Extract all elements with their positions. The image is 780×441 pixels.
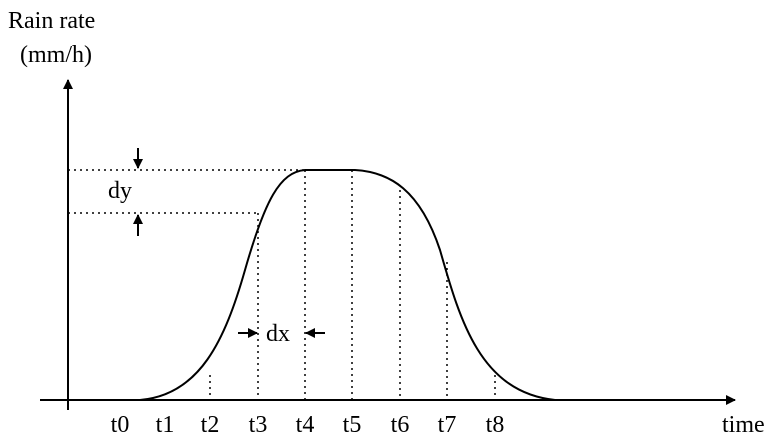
tick-label: t7	[438, 412, 457, 438]
diagram: Rain rate (mm/h) time dy dx t0 t1 t2 t3 t4 t5…	[0, 0, 780, 441]
y-axis-unit: (mm/h)	[20, 42, 92, 68]
tick-label: t6	[391, 412, 410, 438]
tick-label: t2	[201, 412, 220, 438]
tick-labels: t0 t1 t2 t3 t4 t5 t6 t7 t8	[111, 412, 505, 438]
tick-label: t8	[486, 412, 505, 438]
tick-label: t4	[296, 412, 315, 438]
rain-curve	[140, 170, 555, 400]
y-axis-label: Rain rate	[8, 8, 95, 34]
tick-label: t1	[156, 412, 175, 438]
dy-label: dy	[108, 178, 132, 204]
dx-label: dx	[266, 321, 290, 347]
tick-label: t5	[343, 412, 362, 438]
tick-label: t3	[249, 412, 268, 438]
tick-label: t0	[111, 412, 130, 438]
x-axis-label: time	[722, 412, 765, 438]
